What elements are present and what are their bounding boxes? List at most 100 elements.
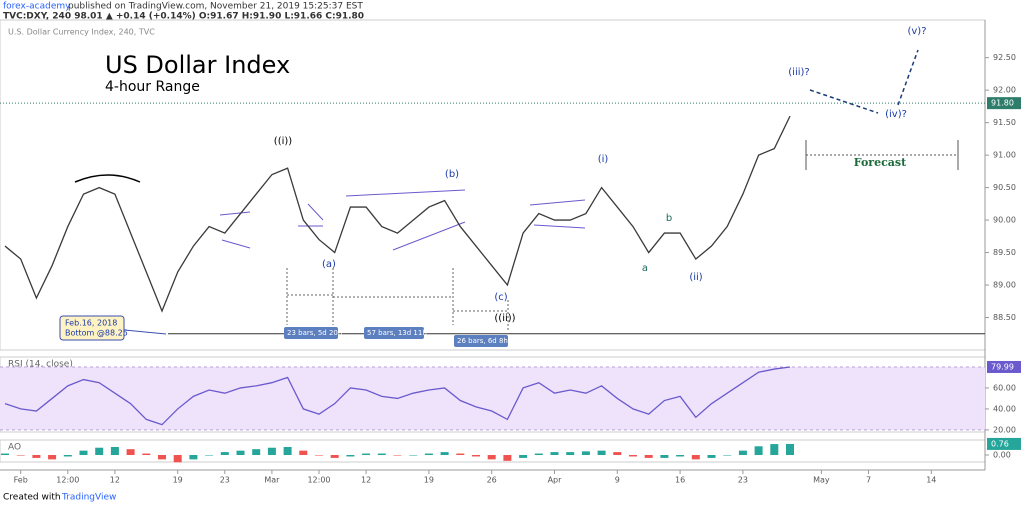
wave-label: Forecast — [854, 156, 907, 169]
last-value-label: 0.76 — [991, 439, 1009, 448]
x-tick-label: 14 — [926, 476, 936, 485]
y-tick-label: 92.00 — [993, 86, 1016, 95]
callout-box — [59, 315, 125, 341]
ao-bar — [424, 453, 433, 456]
callout-pointer — [123, 329, 167, 335]
ao-title: AO — [8, 443, 21, 453]
ao-bar — [32, 455, 41, 458]
x-tick-label: 23 — [738, 476, 748, 485]
callout-text: Bottom @88.25 — [65, 329, 128, 338]
x-tick-label: Mar — [264, 476, 280, 485]
last-value-label: 79.99 — [991, 362, 1014, 371]
ao-bar — [346, 455, 355, 457]
forecast-drawings — [74, 49, 959, 330]
y-tick-label: 88.50 — [993, 313, 1016, 322]
ao-bar — [48, 455, 57, 460]
ao-bar — [315, 455, 323, 456]
ao-bar — [503, 455, 512, 461]
ao-bar — [173, 455, 182, 463]
ao-bar — [267, 447, 276, 456]
published: published on TradingView.com, November 2… — [68, 2, 363, 12]
ao-bar — [205, 455, 214, 456]
ao-bar — [16, 455, 25, 456]
ao-bar — [236, 450, 245, 456]
wave-label: (i) — [598, 154, 609, 165]
y-tick-label: 89.50 — [993, 248, 1016, 257]
x-tick-label: 12 — [110, 476, 120, 485]
ao-bar — [189, 455, 198, 460]
ao-bar — [581, 451, 590, 456]
ao-bar — [691, 455, 700, 460]
last-value-box — [987, 360, 1021, 373]
x-tick-label: 19 — [424, 476, 434, 485]
ao-bar — [597, 450, 606, 456]
ao-bar — [409, 455, 418, 456]
ao-bar — [786, 443, 794, 456]
ao-bar — [644, 455, 653, 458]
range-label: 57 bars, 13d 11h — [367, 329, 427, 337]
ao-bar — [95, 447, 104, 456]
ao-bar — [534, 453, 543, 456]
wave-label: (b) — [445, 169, 459, 180]
wave-label: ((ii)) — [494, 313, 515, 324]
ao-bar — [377, 453, 386, 456]
ao-bar — [754, 446, 763, 456]
ao-bar — [79, 450, 88, 456]
ao-bar — [566, 452, 575, 456]
ao-bar — [330, 455, 339, 458]
range-label: 23 bars, 5d 20h — [287, 329, 342, 337]
symbol-line: TVC:DXY, 240 98.01 ▲ +0.14 (+0.14%) O:91… — [3, 12, 364, 22]
ao-bar — [440, 452, 449, 456]
wave-label: (a) — [322, 259, 336, 270]
wave-label: ((i)) — [274, 136, 292, 147]
ao-bar — [676, 455, 685, 457]
x-tick-label: 7 — [866, 476, 871, 485]
y-tick-label: 40.00 — [993, 404, 1016, 413]
range-box — [454, 335, 508, 347]
ao-bar — [550, 452, 559, 456]
ao-bar — [613, 452, 622, 456]
source: U.S. Dollar Currency Index, 240, TVC — [8, 28, 155, 37]
y-tick-label: 92.50 — [993, 53, 1016, 62]
ao-bar — [456, 453, 465, 456]
publisher[interactable]: forex-academy — [3, 2, 71, 12]
ao-bar — [158, 455, 166, 460]
wave-label: (iii)? — [788, 67, 809, 78]
ao-bar — [707, 455, 716, 458]
wave-label: b — [666, 213, 672, 224]
price-line — [4, 115, 791, 313]
ao-bar — [723, 455, 732, 456]
ao-bar — [220, 452, 229, 456]
range-measures — [286, 268, 509, 330]
y-tick-label: 60.00 — [993, 383, 1016, 392]
forecast-arrow — [897, 49, 919, 106]
callout-text: Feb.16, 2018 — [65, 319, 117, 328]
arc — [74, 174, 141, 183]
footer-created: Created with — [3, 493, 61, 503]
ao-bar — [142, 453, 151, 456]
ao-bar — [1, 453, 9, 456]
x-tick-label: 19 — [173, 476, 183, 485]
ao-bar — [299, 450, 308, 456]
ao-bar — [519, 455, 528, 458]
y-tick-label: 0.00 — [993, 451, 1011, 460]
ao-bar — [770, 444, 779, 456]
y-tick-label: 90.50 — [993, 183, 1016, 192]
rsi-title: RSI (14, close) — [8, 360, 73, 370]
y-tick-label: 91.00 — [993, 151, 1016, 160]
footer-brand[interactable]: TradingView — [61, 493, 116, 503]
forecast-arrow — [809, 89, 879, 114]
x-tick-label: 26 — [487, 476, 497, 485]
wave-label: (v)? — [907, 26, 926, 37]
ao-bar — [629, 455, 637, 457]
x-tick-label: 23 — [220, 476, 230, 485]
x-tick-label: May — [813, 476, 830, 485]
y-tick-label: 91.50 — [993, 118, 1016, 127]
wave-label: (c) — [494, 292, 507, 303]
range-box — [364, 327, 424, 339]
range-box — [284, 327, 338, 339]
chart-title: US Dollar Index — [105, 51, 290, 79]
x-tick-label: 12:00 — [307, 476, 330, 485]
ao-bar — [393, 455, 402, 456]
